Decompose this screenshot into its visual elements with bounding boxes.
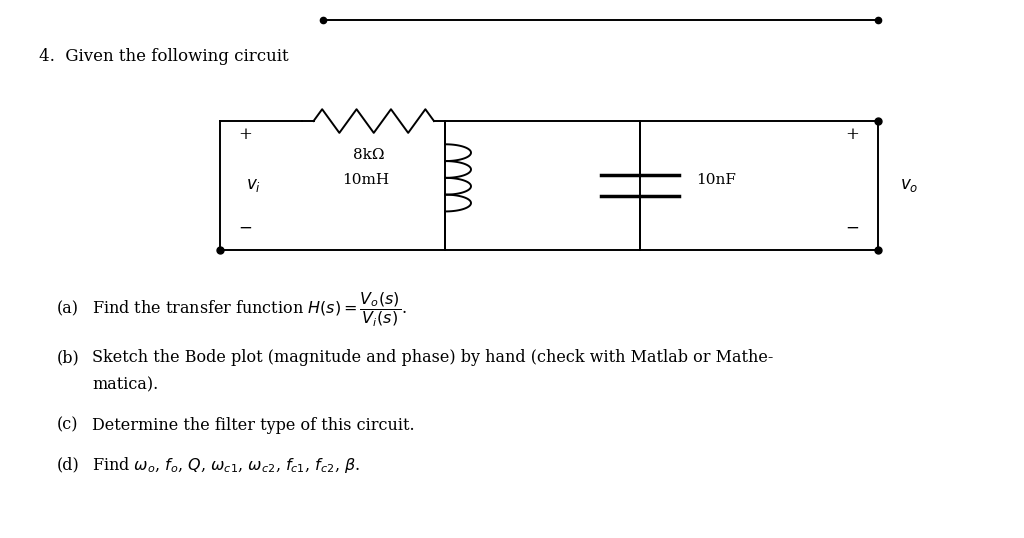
Text: 10mH: 10mH bbox=[342, 173, 389, 187]
Text: 4.  Given the following circuit: 4. Given the following circuit bbox=[39, 48, 289, 65]
Text: Sketch the Bode plot (magnitude and phase) by hand (check with Matlab or Mathe-: Sketch the Bode plot (magnitude and phas… bbox=[92, 349, 773, 366]
Text: (c): (c) bbox=[56, 416, 78, 434]
Text: (a): (a) bbox=[56, 301, 78, 318]
Text: $v_i$: $v_i$ bbox=[246, 177, 261, 194]
Text: 10nF: 10nF bbox=[696, 173, 736, 187]
Text: 8kΩ: 8kΩ bbox=[353, 148, 384, 162]
Text: +: + bbox=[845, 126, 859, 143]
Text: Find $\omega_o$, $f_o$, $Q$, $\omega_{c1}$, $\omega_{c2}$, $f_{c1}$, $f_{c2}$, $: Find $\omega_o$, $f_o$, $Q$, $\omega_{c1… bbox=[92, 455, 360, 476]
Text: Determine the filter type of this circuit.: Determine the filter type of this circui… bbox=[92, 416, 415, 434]
Text: matica).: matica). bbox=[92, 376, 159, 393]
Text: −: − bbox=[239, 220, 253, 237]
Text: +: + bbox=[239, 126, 253, 143]
Text: −: − bbox=[845, 220, 859, 237]
Text: (b): (b) bbox=[56, 349, 79, 366]
Text: Find the transfer function $H(s) = \dfrac{V_o(s)}{V_i(s)}$.: Find the transfer function $H(s) = \dfra… bbox=[92, 290, 407, 329]
Text: $v_o$: $v_o$ bbox=[900, 177, 919, 194]
Text: (d): (d) bbox=[56, 457, 79, 474]
